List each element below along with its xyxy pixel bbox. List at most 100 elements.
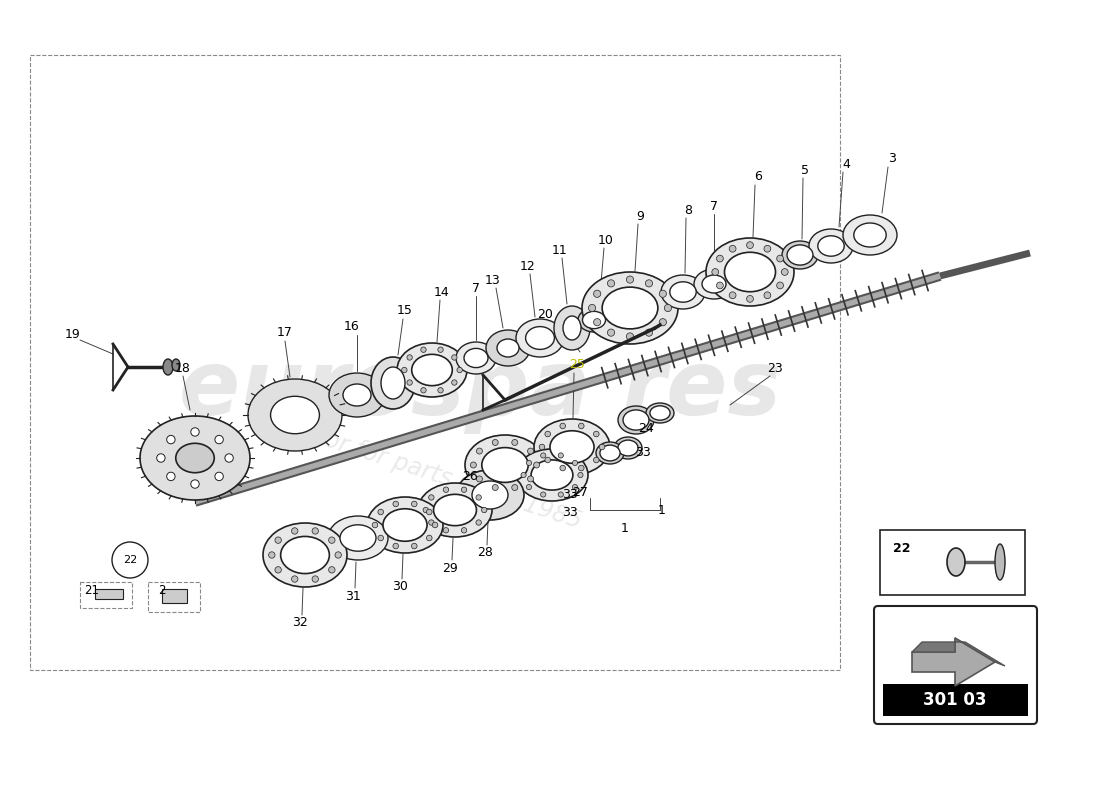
Text: 301 03: 301 03 (923, 691, 987, 709)
Circle shape (407, 380, 412, 386)
Text: 2: 2 (158, 585, 166, 598)
Circle shape (544, 431, 550, 437)
Text: 21: 21 (85, 585, 99, 598)
Circle shape (402, 367, 407, 373)
Circle shape (764, 246, 771, 252)
Circle shape (329, 537, 336, 543)
Ellipse shape (706, 238, 794, 306)
Circle shape (777, 255, 783, 262)
Circle shape (456, 367, 462, 373)
Circle shape (572, 485, 578, 490)
Circle shape (646, 329, 652, 336)
Ellipse shape (383, 509, 427, 542)
Text: 31: 31 (345, 590, 361, 602)
Circle shape (712, 269, 718, 275)
Circle shape (432, 522, 438, 528)
Ellipse shape (371, 357, 415, 409)
Ellipse shape (661, 275, 705, 309)
Circle shape (312, 576, 319, 582)
Circle shape (594, 318, 601, 326)
Circle shape (594, 290, 601, 298)
Circle shape (527, 460, 531, 466)
Text: 6: 6 (755, 170, 762, 183)
Circle shape (427, 535, 432, 541)
Circle shape (429, 520, 434, 526)
Circle shape (579, 423, 584, 429)
Circle shape (421, 347, 426, 353)
Text: 9: 9 (636, 210, 644, 222)
Text: 7: 7 (472, 282, 480, 294)
Ellipse shape (782, 241, 818, 269)
Circle shape (558, 453, 563, 458)
Ellipse shape (381, 367, 405, 399)
Circle shape (729, 292, 736, 298)
Bar (30, 55, 840, 670)
Ellipse shape (248, 379, 342, 451)
Ellipse shape (176, 443, 214, 473)
Circle shape (167, 472, 175, 481)
Text: 23: 23 (767, 362, 783, 374)
Ellipse shape (578, 308, 610, 332)
Ellipse shape (694, 269, 734, 299)
Ellipse shape (112, 542, 148, 578)
Circle shape (558, 492, 563, 497)
Ellipse shape (271, 396, 319, 434)
Circle shape (560, 423, 565, 429)
Ellipse shape (843, 215, 896, 255)
Text: 29: 29 (442, 562, 458, 574)
Circle shape (528, 476, 534, 482)
Ellipse shape (172, 359, 180, 371)
Circle shape (156, 454, 165, 462)
Ellipse shape (343, 384, 371, 406)
Ellipse shape (646, 403, 674, 423)
Circle shape (594, 431, 600, 437)
Text: 3: 3 (888, 153, 895, 166)
Circle shape (421, 387, 426, 393)
Ellipse shape (163, 359, 173, 375)
Text: 17: 17 (277, 326, 293, 339)
Circle shape (224, 454, 233, 462)
Ellipse shape (464, 349, 488, 368)
Ellipse shape (516, 319, 564, 357)
Ellipse shape (582, 272, 678, 344)
Circle shape (476, 448, 483, 454)
Bar (148, 582, 200, 612)
Ellipse shape (725, 252, 775, 292)
Circle shape (664, 304, 671, 312)
Ellipse shape (328, 516, 388, 560)
Circle shape (492, 439, 498, 446)
Circle shape (443, 487, 449, 493)
Ellipse shape (623, 410, 649, 430)
Ellipse shape (614, 437, 642, 459)
Circle shape (214, 472, 223, 481)
Ellipse shape (817, 236, 844, 256)
Circle shape (443, 527, 449, 533)
Ellipse shape (280, 537, 329, 574)
Circle shape (214, 435, 223, 444)
Circle shape (378, 509, 384, 514)
Text: 4: 4 (843, 158, 850, 170)
Circle shape (544, 458, 550, 463)
Circle shape (471, 462, 476, 468)
Ellipse shape (596, 442, 624, 464)
Circle shape (600, 444, 605, 450)
Circle shape (747, 242, 754, 249)
Circle shape (292, 528, 298, 534)
Circle shape (540, 492, 546, 497)
Ellipse shape (263, 523, 346, 587)
Ellipse shape (583, 311, 605, 329)
Circle shape (572, 460, 578, 466)
Text: 33: 33 (562, 489, 578, 502)
Polygon shape (912, 638, 1005, 666)
Ellipse shape (563, 316, 581, 340)
Circle shape (534, 462, 540, 468)
Circle shape (292, 576, 298, 582)
Bar (880, 530, 1025, 595)
Circle shape (659, 318, 667, 326)
Ellipse shape (397, 343, 468, 397)
Circle shape (781, 269, 789, 275)
Text: 32: 32 (293, 617, 308, 630)
Circle shape (461, 527, 466, 533)
Text: 1: 1 (621, 522, 629, 534)
Ellipse shape (786, 245, 813, 265)
